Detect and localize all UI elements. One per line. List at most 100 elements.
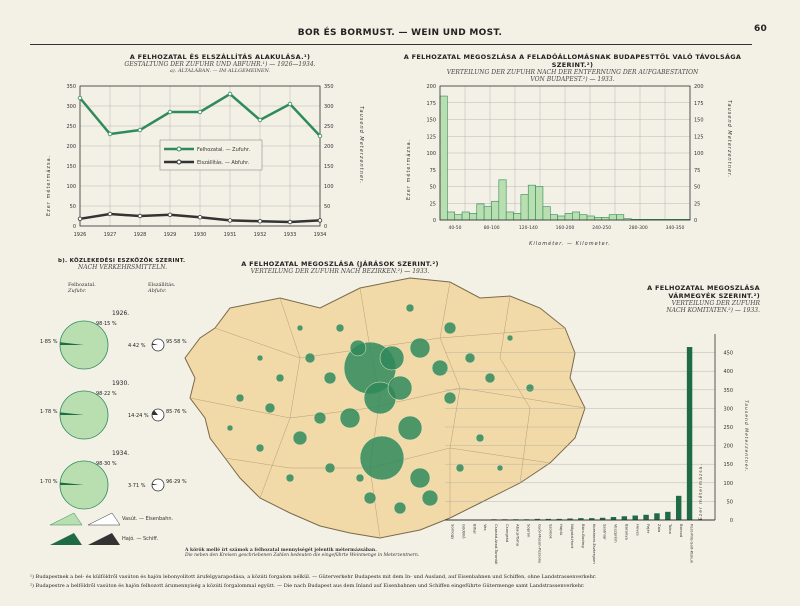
county-label: Abaúj-Torna bbox=[516, 524, 521, 546]
panel-a-title: A FELHOZATAL ÉS ELSZÁLLÍTÁS ALAKULÁSA.¹) bbox=[129, 53, 311, 61]
x-tick-label: 280-300 bbox=[629, 225, 648, 231]
y2-tick-label: 200 bbox=[324, 144, 334, 150]
y2-tick-label: 75 bbox=[694, 168, 700, 174]
county-bar bbox=[621, 516, 628, 520]
histogram-bar bbox=[564, 213, 573, 221]
county-label: Tolna bbox=[668, 523, 673, 534]
map-circle bbox=[405, 303, 415, 313]
series-point bbox=[197, 109, 203, 115]
series-point bbox=[317, 218, 323, 223]
histogram-bar bbox=[505, 211, 514, 221]
legend-ship: Hajó. — Schiff. bbox=[122, 535, 159, 542]
x-tick-label: 1928 bbox=[134, 232, 147, 238]
county-subtitle: VERTEILUNG DER ZUFUHR bbox=[671, 300, 760, 307]
county-bar bbox=[534, 518, 541, 520]
map-circle bbox=[349, 339, 367, 357]
county-right-axis-label: Tausend Meterzentner. bbox=[743, 400, 749, 472]
x-tick-label: 40-50 bbox=[448, 225, 461, 231]
county-label: Pest-Pilis-Solt-Kiskun bbox=[690, 524, 695, 564]
y2-tick-label: 50 bbox=[324, 204, 330, 210]
pie-abfuhr-big-label: 85·76 % bbox=[166, 409, 187, 415]
line-chart-series bbox=[77, 91, 323, 225]
map-circle bbox=[304, 352, 316, 364]
hist-left-axis-label: Ezer métermázsa. bbox=[405, 139, 412, 200]
map-title: A FELHOZATAL MEGOSZLÁSA (JÁRÁSOK SZERINT… bbox=[241, 260, 439, 268]
county-label: Csanád-Arad-Torontál bbox=[494, 524, 499, 564]
pie-abfuhr-slice bbox=[152, 343, 158, 345]
y-tick-label: 175 bbox=[426, 101, 436, 107]
county-bar bbox=[545, 518, 551, 520]
series-point bbox=[167, 212, 173, 217]
hist-right-axis-label: Tausend Meterzentner. bbox=[726, 100, 732, 178]
county-label: Veszprém bbox=[614, 524, 619, 543]
line-chart-legend: Felhozatal. — Zufuhr. Elszállítás. — Abf… bbox=[159, 139, 263, 171]
map-circles bbox=[226, 303, 535, 515]
county-label: Sopron bbox=[527, 524, 532, 538]
pie-zufuhr-small-label: 1·78 % bbox=[40, 409, 58, 415]
pie-charts: 1926. 98·15 % 1·85 % 4·42 % 95·58 % 1930. 98·2… bbox=[40, 310, 187, 545]
pie-zufuhr-big-label: 98·30 % bbox=[96, 461, 117, 467]
map-circle bbox=[255, 443, 265, 453]
map-circle bbox=[363, 491, 377, 505]
pie-legend: Vasút. — Eisenbahn. Hajó. — Schiff. bbox=[49, 512, 174, 545]
hungary-map bbox=[184, 277, 586, 539]
map-circle bbox=[313, 411, 327, 425]
county-bar bbox=[665, 511, 671, 520]
map-circle bbox=[359, 435, 405, 481]
page-header: BOR ÉS BORMUST. — WEIN UND MOST. bbox=[297, 28, 503, 38]
map-circle bbox=[443, 391, 457, 405]
county-left-axis-label: Ezer métermázsa. bbox=[697, 463, 704, 520]
line-chart-axes bbox=[79, 85, 321, 227]
y2-tick-label: 25 bbox=[694, 201, 700, 207]
histogram-bar bbox=[549, 214, 558, 221]
y-tick-label: 75 bbox=[430, 168, 436, 174]
pie-zufuhr-small-label: 1·85 % bbox=[40, 339, 58, 345]
county-bar bbox=[578, 518, 584, 520]
y-tick-label: 100 bbox=[723, 481, 733, 487]
series-point bbox=[77, 95, 83, 101]
county-bar bbox=[654, 513, 660, 520]
pie-zufuhr-big-label: 98·15 % bbox=[96, 321, 117, 327]
county-label: Somogy bbox=[451, 524, 456, 540]
county-bar bbox=[567, 518, 573, 520]
county-label: Szatmár bbox=[603, 524, 608, 540]
y2-tick-label: 350 bbox=[324, 84, 334, 90]
histogram-bar bbox=[594, 217, 603, 221]
x-tick-label: 340-350 bbox=[666, 225, 685, 231]
county-label: Csongrád bbox=[505, 524, 510, 543]
series-point bbox=[317, 133, 323, 139]
map-circle bbox=[324, 462, 336, 474]
series-point bbox=[227, 218, 233, 223]
y2-tick-label: 250 bbox=[324, 124, 334, 130]
map-circle bbox=[484, 372, 496, 384]
histogram-bar bbox=[520, 194, 529, 221]
panel-a-subtitle: GESTALTUNG DER ZUFUHR UND ABFUHR.¹) — 19… bbox=[124, 61, 316, 68]
x-tick-label: 1926 bbox=[74, 232, 87, 238]
x-tick-label: 1930 bbox=[194, 232, 207, 238]
y-tick-label: 25 bbox=[430, 201, 436, 207]
x-tick-label: 1927 bbox=[104, 232, 117, 238]
y-tick-label: 200 bbox=[426, 84, 436, 90]
page-number: 60 bbox=[754, 24, 768, 34]
y-tick-label: 0 bbox=[433, 218, 436, 224]
county-label: Vas bbox=[483, 524, 488, 531]
series-point bbox=[257, 117, 263, 123]
histogram-axes: 40-50 80-100 120-140 160-200 240-250 280-300 3… bbox=[439, 85, 691, 231]
map-circle bbox=[506, 334, 514, 342]
histogram-bar bbox=[461, 211, 470, 221]
y-tick-label: 300 bbox=[66, 104, 76, 110]
hist-subtitle: VERTEILUNG DER ZUFUHR NACH DER ENTFERNUN… bbox=[446, 69, 699, 76]
county-bar bbox=[610, 517, 617, 520]
y2-tick-label: 125 bbox=[694, 134, 704, 140]
y2-tick-label: 300 bbox=[324, 104, 334, 110]
x-tick-label: 1934 bbox=[314, 232, 327, 238]
x-tick-label: 1931 bbox=[224, 232, 237, 238]
pie-year-label: 1926. bbox=[112, 310, 129, 317]
panel-a-section: a). ÁLTALÁBAN. — IM ALLGEMEINEN. bbox=[169, 68, 271, 74]
county-axes bbox=[445, 334, 716, 521]
county-label: Győr-Moson-Pozsony bbox=[537, 524, 542, 564]
y-tick-label: 150 bbox=[723, 462, 733, 468]
map-circle bbox=[323, 371, 337, 385]
map-circle bbox=[421, 489, 439, 507]
